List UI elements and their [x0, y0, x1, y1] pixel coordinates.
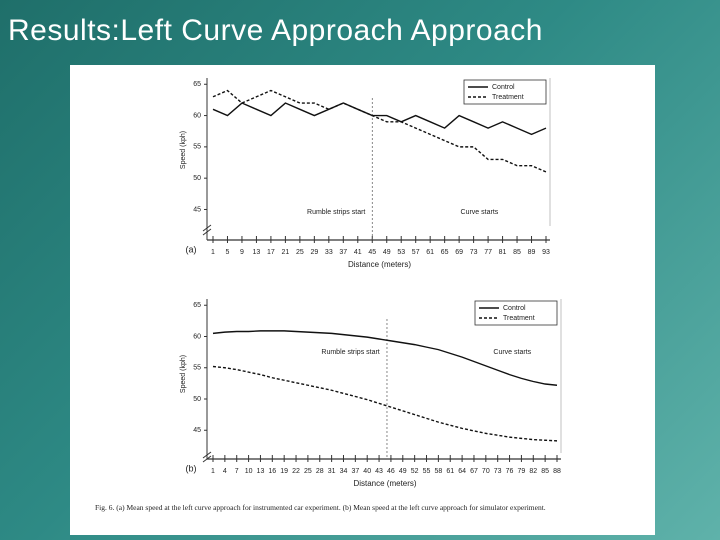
x-tick-label: 76: [506, 468, 514, 475]
y-tick-label: 65: [193, 302, 201, 309]
x-tick-label: 61: [426, 249, 434, 256]
x-tick-label: 31: [328, 468, 336, 475]
x-tick-label: 49: [383, 249, 391, 256]
x-tick-label: 13: [257, 468, 265, 475]
legend-box: [474, 300, 558, 326]
x-tick-label: 28: [316, 468, 324, 475]
x-tick-label: 29: [310, 249, 318, 256]
x-tick-label: 81: [499, 249, 507, 256]
x-tick-label: 25: [304, 468, 312, 475]
axis-break: [202, 455, 212, 463]
series-line: [212, 102, 547, 136]
y-tick-label: 55: [193, 144, 201, 151]
x-tick-label: 9: [240, 249, 244, 256]
x-tick-label: 53: [397, 249, 405, 256]
legend-label: Control: [492, 84, 515, 91]
x-tick-label: 52: [411, 468, 419, 475]
x-tick-label: 61: [446, 468, 454, 475]
axis-break: [202, 228, 212, 236]
x-tick-label: 25: [296, 249, 304, 256]
x-tick-label: 40: [363, 468, 371, 475]
x-tick-label: 46: [387, 468, 395, 475]
legend-label: Treatment: [503, 315, 535, 322]
x-tick-label: 70: [482, 468, 490, 475]
y-tick-label: 55: [193, 365, 201, 372]
x-tick-label: 37: [351, 468, 359, 475]
annotation: Curve starts: [461, 209, 499, 216]
y-tick-label: 60: [193, 112, 201, 119]
caption: Fig. 6. (a) Mean speed at the left curve…: [95, 503, 546, 512]
annotation: Rumble strips start: [307, 209, 365, 216]
panel-label: (b): [186, 463, 197, 473]
x-tick-label: 79: [518, 468, 526, 475]
x-tick-label: 57: [412, 249, 420, 256]
x-tick-label: 43: [375, 468, 383, 475]
x-tick-label: 4: [223, 468, 227, 475]
y-axis-label: Speed (kph): [180, 131, 187, 169]
x-tick-label: 21: [281, 249, 289, 256]
x-tick-label: 82: [529, 468, 537, 475]
x-tick-label: 41: [354, 249, 362, 256]
x-tick-label: 22: [292, 468, 300, 475]
x-tick-label: 93: [542, 249, 550, 256]
annotation: Rumble strips start: [321, 349, 379, 356]
x-tick-label: 1: [211, 468, 215, 475]
x-tick-label: 88: [553, 468, 561, 475]
caption-box: Fig. 6. (a) Mean speed at the left curve…: [95, 503, 546, 512]
x-tick-label: 34: [340, 468, 348, 475]
x-axis-label: Distance (meters): [353, 479, 416, 488]
legend-box: [463, 79, 547, 105]
y-tick-label: 50: [193, 396, 201, 403]
x-tick-label: 5: [226, 249, 230, 256]
series-line: [212, 365, 558, 442]
y-axis-label: Speed (kph): [180, 355, 187, 393]
x-tick-label: 37: [339, 249, 347, 256]
y-tick-label: 60: [193, 333, 201, 340]
x-tick-label: 45: [368, 249, 376, 256]
legend-label: Control: [503, 305, 526, 312]
x-tick-label: 89: [528, 249, 536, 256]
slide-title: Results:Left Curve Approach Approach: [8, 14, 543, 47]
x-tick-label: 85: [541, 468, 549, 475]
x-tick-label: 13: [253, 249, 261, 256]
axis-break: [202, 224, 212, 232]
x-tick-label: 17: [267, 249, 275, 256]
x-tick-label: 55: [423, 468, 431, 475]
x-tick-label: 85: [513, 249, 521, 256]
x-tick-label: 58: [434, 468, 442, 475]
x-tick-label: 65: [441, 249, 449, 256]
figure-background: [70, 65, 655, 535]
x-tick-label: 64: [458, 468, 466, 475]
x-tick-label: 19: [280, 468, 288, 475]
x-axis-label: Distance (meters): [348, 260, 411, 269]
axis-break: [202, 451, 212, 459]
x-tick-label: 49: [399, 468, 407, 475]
x-tick-label: 16: [268, 468, 276, 475]
x-tick-label: 33: [325, 249, 333, 256]
x-tick-label: 69: [455, 249, 463, 256]
x-tick-label: 7: [235, 468, 239, 475]
y-tick-label: 50: [193, 175, 201, 182]
x-tick-label: 73: [470, 249, 478, 256]
series-line: [212, 330, 558, 386]
panel-label: (a): [186, 244, 197, 254]
x-tick-label: 1: [211, 249, 215, 256]
annotation: Curve starts: [493, 349, 531, 356]
y-tick-label: 65: [193, 81, 201, 88]
x-tick-label: 77: [484, 249, 492, 256]
legend-label: Treatment: [492, 94, 524, 101]
x-tick-label: 67: [470, 468, 478, 475]
x-tick-label: 10: [245, 468, 253, 475]
x-tick-label: 73: [494, 468, 502, 475]
y-tick-label: 45: [193, 206, 201, 213]
y-tick-label: 45: [193, 427, 201, 434]
